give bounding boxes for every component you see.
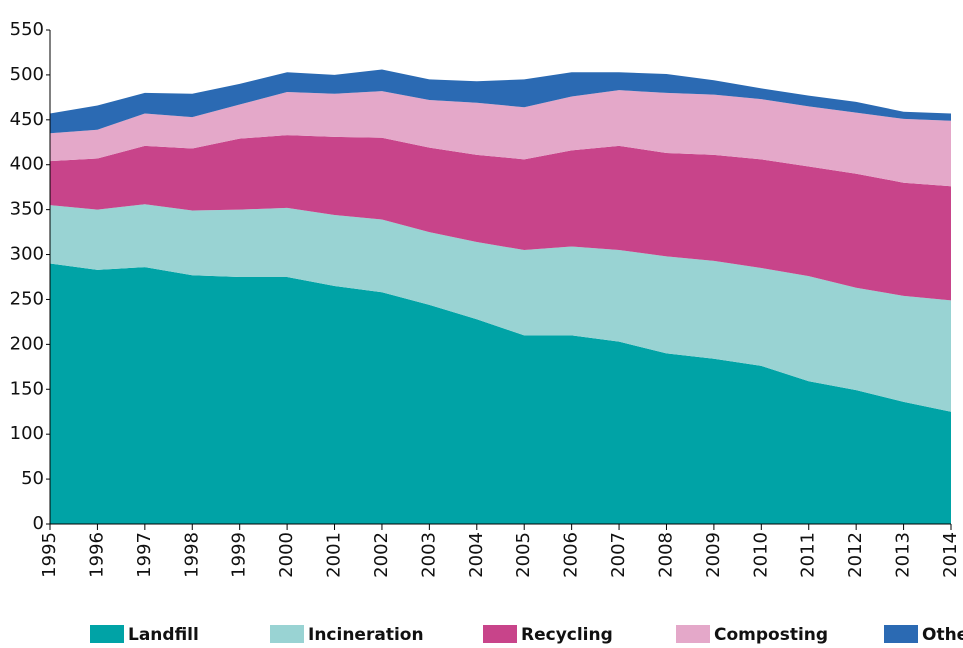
area <box>50 204 951 412</box>
area <box>50 90 951 187</box>
y-tick-label: 200 <box>10 333 44 354</box>
x-tick-label: 2006 <box>561 532 582 578</box>
y-tick-label: 500 <box>10 64 44 85</box>
x-tick-label: 1999 <box>229 532 250 578</box>
x-tick-label: 2000 <box>276 532 297 578</box>
legend-swatch <box>676 625 710 643</box>
legend-swatch <box>483 625 517 643</box>
x-tick-label: 2010 <box>750 532 771 578</box>
area <box>50 263 951 524</box>
x-tick-label: 2012 <box>845 532 866 578</box>
y-tick-label: 350 <box>10 199 44 220</box>
x-tick-label: 1996 <box>86 532 107 578</box>
legend-label: Recycling <box>521 625 613 645</box>
legend: Landfill Incineration Recycling Composting O… <box>90 625 963 645</box>
legend-swatch <box>270 625 304 643</box>
y-tick-label: 50 <box>21 468 44 489</box>
legend-swatch <box>884 625 918 643</box>
x-tick-label: 1998 <box>181 532 202 578</box>
y-tick-label: 0 <box>33 513 44 534</box>
x-tick-label: 2004 <box>466 532 487 578</box>
x-tick-label: 1997 <box>134 532 155 578</box>
area <box>50 69 951 134</box>
x-tick-label: 2001 <box>324 532 345 578</box>
x-tick-label: 2003 <box>418 532 439 578</box>
y-tick-label: 150 <box>10 378 44 399</box>
y-tick-label: 400 <box>10 154 44 175</box>
x-tick-label: 2008 <box>655 532 676 578</box>
x-tick-label: 2014 <box>940 532 961 578</box>
x-tick-label: 2013 <box>893 532 914 578</box>
x-tick-label: 2005 <box>513 532 534 578</box>
area <box>50 135 951 301</box>
x-tick-label: 2011 <box>798 532 819 578</box>
legend-label: Composting <box>714 625 828 645</box>
y-tick-label: 250 <box>10 288 44 309</box>
legend-label: Landfill <box>128 625 199 645</box>
legend-label: Other <box>922 625 963 645</box>
x-tick-label: 2007 <box>608 532 629 578</box>
legend-label: Incineration <box>308 625 424 645</box>
x-tick-label: 2002 <box>371 532 392 578</box>
y-tick-label: 450 <box>10 109 44 130</box>
y-tick-label: 100 <box>10 423 44 444</box>
x-tick-label: 2009 <box>703 532 724 578</box>
x-tick-label: 1995 <box>39 532 60 578</box>
y-tick-label: 300 <box>10 244 44 265</box>
y-tick-label: 550 <box>10 19 44 40</box>
legend-swatch <box>90 625 124 643</box>
